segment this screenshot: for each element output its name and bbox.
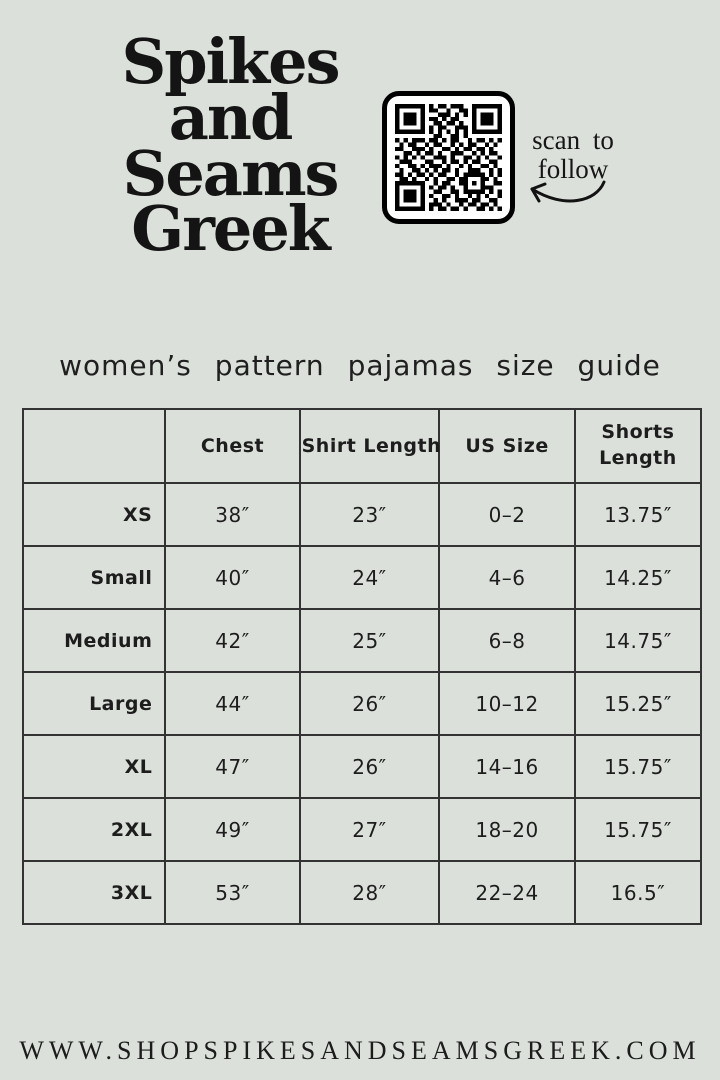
measurement-cell: 38″	[164, 482, 301, 547]
measurement-cell: 22–24	[438, 860, 576, 925]
brand-logo: Spikes and Seams Greek	[50, 25, 410, 266]
logo-line: Seams	[122, 136, 340, 210]
measurement-cell: 4–6	[438, 545, 576, 610]
measurement-cell: 13.75″	[573, 482, 703, 547]
measurement-cell: 23″	[298, 482, 441, 547]
measurement-cell: 25″	[298, 608, 441, 673]
measurement-cell: 18–20	[438, 797, 576, 862]
measurement-cell: 15.75″	[573, 797, 703, 862]
measurement-cell: 44″	[164, 671, 301, 736]
column-header: Shirt Length	[298, 408, 441, 484]
measurement-cell: 40″	[164, 545, 301, 610]
qr-code	[382, 91, 515, 224]
table-row: Large 44″ 26″ 10–12 15.25″	[21, 671, 703, 736]
logo-line: Greek	[131, 192, 330, 266]
column-header	[21, 408, 167, 484]
measurement-cell: 14.25″	[573, 545, 703, 610]
size-label-cell: XL	[21, 734, 167, 799]
column-header: Chest	[164, 408, 301, 484]
table-header-row: Chest Shirt Length US Size Shorts Length	[21, 408, 703, 484]
table-row: 2XL 49″ 27″ 18–20 15.75″	[21, 797, 703, 862]
table-row: 3XL 53″ 28″ 22–24 16.5″	[21, 860, 703, 925]
website-url: WWW.SHOPSPIKESANDSEAMSGREEK.COM	[19, 1036, 701, 1065]
curved-arrow-icon	[530, 180, 606, 203]
measurement-cell: 42″	[164, 608, 301, 673]
size-label-cell: Medium	[21, 608, 167, 673]
scan-caption-line: follow	[537, 154, 609, 185]
size-label-cell: 3XL	[21, 860, 167, 925]
measurement-cell: 49″	[164, 797, 301, 862]
measurement-cell: 15.75″	[573, 734, 703, 799]
measurement-cell: 0–2	[438, 482, 576, 547]
table-row: XS 38″ 23″ 0–2 13.75″	[21, 482, 703, 547]
column-header: US Size	[438, 408, 576, 484]
table-body: XS 38″ 23″ 0–2 13.75″ Small 40″ 24″ 4–6 14.25″ Med…	[21, 482, 703, 925]
measurement-cell: 14–16	[438, 734, 576, 799]
qr-code-pattern	[395, 104, 502, 211]
measurement-cell: 15.25″	[573, 671, 703, 736]
size-label-cell: XS	[21, 482, 167, 547]
measurement-cell: 53″	[164, 860, 301, 925]
measurement-cell: 10–12	[438, 671, 576, 736]
qr-modules	[395, 104, 502, 211]
size-table: Chest Shirt Length US Size Shorts Length XS…	[21, 408, 703, 925]
size-label-cell: 2XL	[21, 797, 167, 862]
table-row: Small 40″ 24″ 4–6 14.25″	[21, 545, 703, 610]
column-header: Shorts Length	[573, 408, 703, 484]
scan-caption: scan to follow	[518, 125, 628, 185]
size-label-cell: Large	[21, 671, 167, 736]
measurement-cell: 26″	[298, 734, 441, 799]
logo-line: Spikes	[121, 25, 341, 98]
logo-line: and	[168, 80, 294, 154]
measurement-cell: 27″	[298, 797, 441, 862]
table-row: XL 47″ 26″ 14–16 15.75″	[21, 734, 703, 799]
measurement-cell: 16.5″	[573, 860, 703, 925]
table-row: Medium 42″ 25″ 6–8 14.75″	[21, 608, 703, 673]
measurement-cell: 14.75″	[573, 608, 703, 673]
measurement-cell: 24″	[298, 545, 441, 610]
page-title: women’s pattern pajamas size guide	[59, 349, 661, 382]
size-label-cell: Small	[21, 545, 167, 610]
scan-caption-line: scan to	[532, 125, 614, 155]
measurement-cell: 26″	[298, 671, 441, 736]
measurement-cell: 47″	[164, 734, 301, 799]
measurement-cell: 28″	[298, 860, 441, 925]
measurement-cell: 6–8	[438, 608, 576, 673]
